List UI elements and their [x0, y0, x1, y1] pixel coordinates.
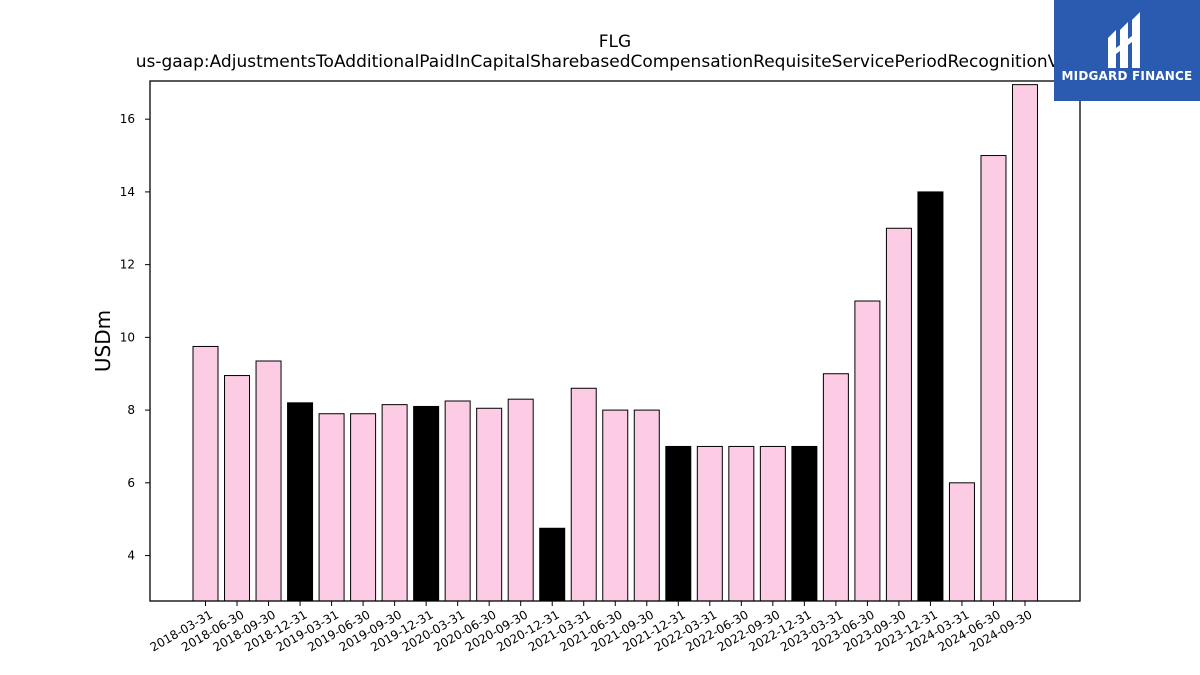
bar-2022-09-30: [759, 445, 786, 602]
bar-2022-06-30: [728, 445, 755, 602]
bar-2023-09-30: [885, 227, 912, 602]
y-axis-label: USDm: [91, 310, 115, 372]
bar-2018-06-30: [224, 375, 251, 602]
bar-2018-03-31: [192, 345, 219, 602]
bar-2023-12-31: [917, 191, 944, 602]
bar-2024-09-30: [1012, 84, 1038, 602]
y-tick-label-6: 6: [127, 476, 135, 490]
bar-2019-03-31: [318, 413, 345, 602]
y-tick-label-16: 16: [120, 112, 135, 126]
bar-2021-12-31: [665, 445, 692, 602]
y-tick-label-4: 4: [127, 549, 135, 563]
chart-subtitle: us-gaap:AdjustmentsToAdditionalPaidInCap…: [135, 52, 1095, 72]
bar-2019-09-30: [381, 404, 408, 602]
bar-2023-06-30: [854, 300, 881, 602]
bar-2021-09-30: [633, 409, 660, 602]
bar-2018-09-30: [255, 360, 282, 602]
y-tick-label-14: 14: [120, 185, 135, 199]
chart-title: FLG: [598, 32, 632, 52]
bar-2020-06-30: [476, 407, 503, 602]
y-tick-label-10: 10: [120, 330, 135, 344]
bar-2023-03-31: [822, 373, 849, 602]
bar-2020-03-31: [444, 400, 471, 602]
bar-2020-12-31: [539, 527, 566, 602]
bar-2022-12-31: [791, 445, 818, 602]
bar-2019-12-31: [413, 405, 440, 602]
bar-2020-09-30: [507, 398, 534, 602]
bar-2024-03-31: [948, 482, 975, 602]
bar-2018-12-31: [287, 402, 314, 602]
midgard-logo-icon: [1108, 12, 1140, 68]
y-tick-label-12: 12: [120, 258, 135, 272]
bar-2021-06-30: [602, 409, 629, 602]
bar-2024-06-30: [980, 155, 1007, 602]
bar-2019-06-30: [350, 413, 377, 602]
midgard-finance-logo: MIDGARD FINANCE: [1054, 0, 1200, 101]
bar-2022-03-31: [696, 445, 723, 602]
chart-title-block: FLG us-gaap:AdjustmentsToAdditionalPaidI…: [0, 32, 1200, 72]
y-tick-label-8: 8: [127, 403, 135, 417]
logo-text: MIDGARD FINANCE: [1061, 69, 1193, 83]
bar-2021-03-31: [570, 387, 597, 602]
